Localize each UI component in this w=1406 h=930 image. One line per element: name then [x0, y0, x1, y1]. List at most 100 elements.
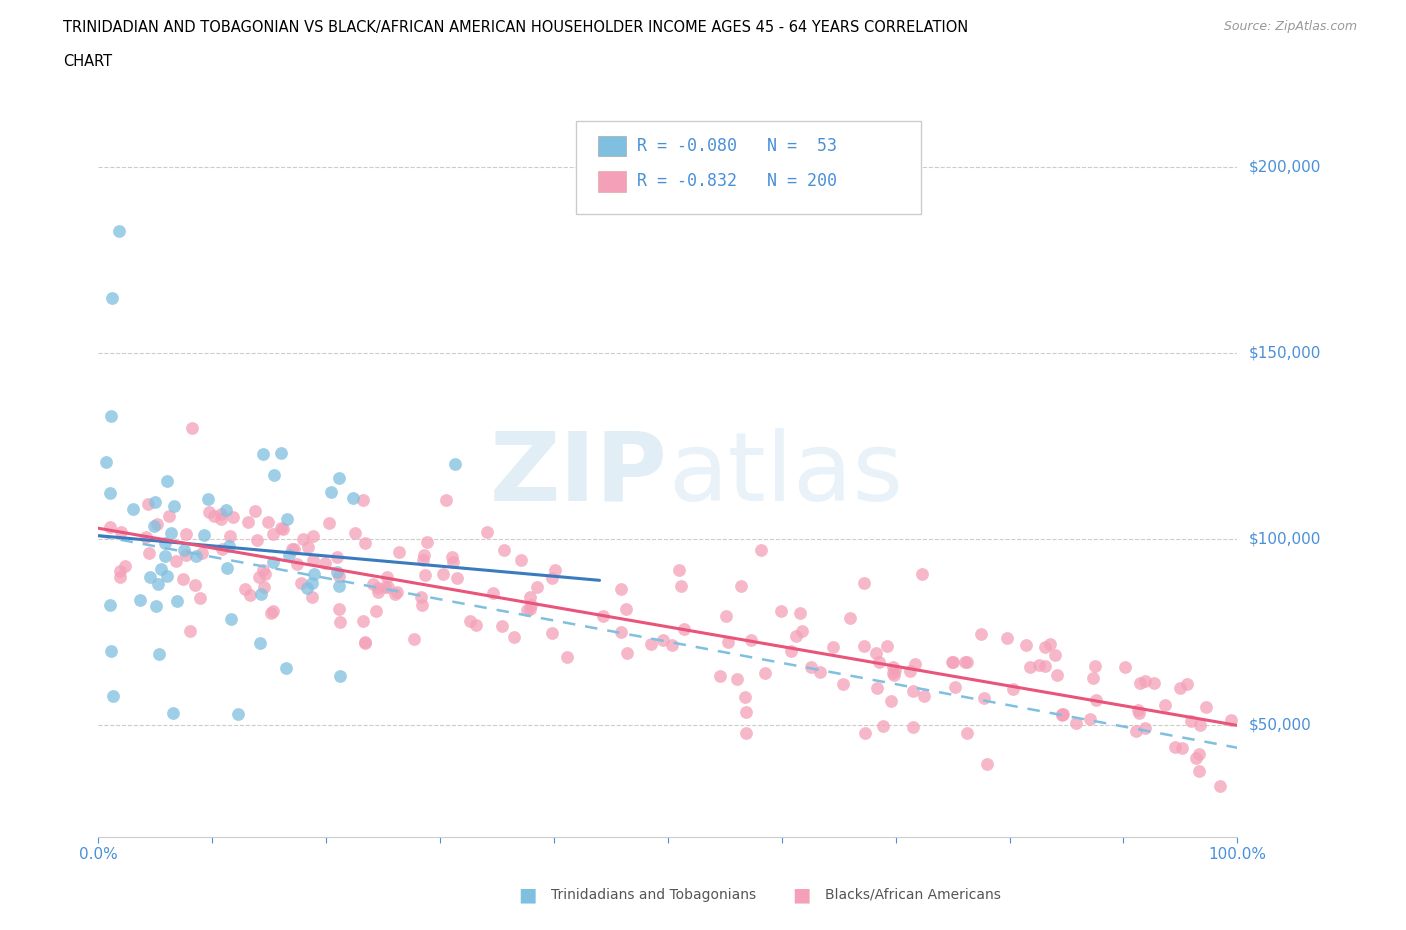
Point	[668, 563, 690, 578]
Point	[191, 545, 214, 560]
Text: R = -0.080   N =  53: R = -0.080 N = 53	[637, 137, 837, 155]
Point	[1050, 708, 1073, 723]
Point	[142, 518, 165, 533]
Text: Blacks/African Americans: Blacks/African Americans	[825, 887, 1001, 902]
Text: $150,000: $150,000	[1249, 346, 1320, 361]
Point	[610, 582, 633, 597]
Point	[912, 689, 935, 704]
Point	[108, 223, 131, 238]
Point	[1189, 717, 1212, 732]
Point	[800, 659, 823, 674]
Point	[1171, 740, 1194, 755]
Point	[100, 408, 122, 423]
Point	[209, 512, 232, 526]
Point	[385, 585, 408, 600]
Point	[176, 526, 198, 541]
Text: $50,000: $50,000	[1249, 718, 1312, 733]
Point	[328, 568, 350, 583]
Point	[262, 526, 284, 541]
Point	[808, 664, 831, 679]
Point	[943, 680, 966, 695]
Point	[146, 517, 169, 532]
Point	[402, 632, 425, 647]
Point	[541, 625, 564, 640]
Point	[156, 568, 179, 583]
Point	[770, 604, 793, 618]
Point	[510, 553, 533, 568]
Point	[211, 541, 233, 556]
Point	[219, 611, 242, 626]
Point	[541, 571, 564, 586]
Point	[734, 690, 756, 705]
Point	[155, 536, 177, 551]
Point	[409, 590, 432, 604]
Point	[219, 529, 242, 544]
Point	[143, 495, 166, 510]
Point	[754, 666, 776, 681]
Point	[1002, 682, 1025, 697]
Point	[218, 538, 240, 553]
Point	[285, 557, 308, 572]
Point	[884, 662, 907, 677]
Point	[555, 649, 578, 664]
Point	[121, 502, 143, 517]
Point	[367, 580, 389, 595]
Point	[263, 468, 285, 483]
Point	[280, 541, 302, 556]
Text: ■: ■	[792, 885, 811, 904]
Point	[354, 536, 377, 551]
Point	[1153, 698, 1175, 712]
Point	[1045, 667, 1067, 682]
Point	[751, 543, 773, 558]
Point	[100, 644, 122, 658]
Point	[652, 632, 675, 647]
Point	[252, 579, 274, 594]
Point	[734, 705, 756, 720]
Point	[823, 640, 845, 655]
Point	[96, 455, 118, 470]
Point	[329, 615, 352, 630]
Point	[166, 593, 188, 608]
Point	[101, 290, 124, 305]
Point	[292, 532, 315, 547]
Point	[853, 725, 876, 740]
Point	[519, 602, 541, 617]
Point	[1188, 747, 1211, 762]
Point	[198, 505, 221, 520]
Point	[249, 636, 271, 651]
Point	[441, 554, 464, 569]
Point	[301, 575, 323, 590]
Point	[640, 636, 662, 651]
Point	[252, 446, 274, 461]
Point	[366, 604, 388, 618]
Point	[271, 522, 294, 537]
Point	[502, 629, 524, 644]
Point	[245, 503, 267, 518]
Point	[411, 597, 433, 612]
Point	[1052, 707, 1074, 722]
Point	[328, 471, 350, 485]
Point	[900, 663, 922, 678]
Point	[250, 587, 273, 602]
Point	[1125, 724, 1147, 738]
Point	[239, 588, 262, 603]
Point	[352, 493, 374, 508]
Point	[955, 655, 977, 670]
Point	[197, 492, 219, 507]
Point	[377, 580, 399, 595]
Point	[302, 529, 325, 544]
Point	[482, 585, 505, 600]
Point	[730, 579, 752, 594]
Point	[444, 457, 467, 472]
Point	[326, 549, 349, 564]
Point	[110, 525, 132, 539]
Point	[434, 492, 457, 507]
Point	[1114, 659, 1136, 674]
Point	[1219, 712, 1241, 727]
Point	[876, 639, 898, 654]
Point	[215, 561, 238, 576]
Point	[129, 593, 152, 608]
Point	[98, 597, 121, 612]
Point	[302, 552, 325, 567]
Point	[236, 514, 259, 529]
